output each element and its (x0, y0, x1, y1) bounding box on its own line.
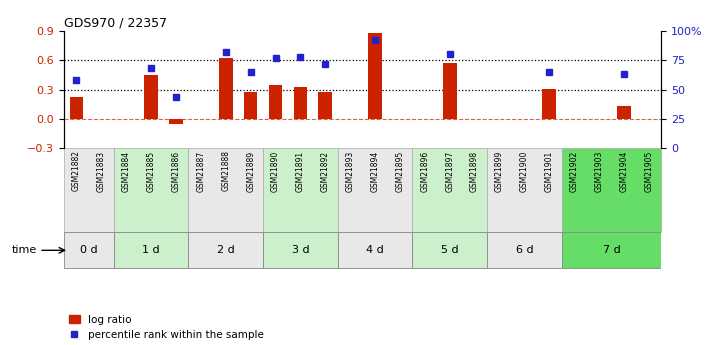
Text: GSM21904: GSM21904 (619, 150, 629, 192)
Bar (294, 87, 307, 119)
Bar (263, 148, 338, 231)
Text: GSM21901: GSM21901 (545, 150, 554, 192)
Bar (144, 75, 158, 119)
Text: GSM21897: GSM21897 (445, 150, 454, 192)
Text: GSM21898: GSM21898 (470, 150, 479, 191)
Text: GSM21899: GSM21899 (495, 150, 504, 192)
Bar (263, 232, 338, 268)
Text: GSM21900: GSM21900 (520, 150, 529, 192)
Text: 0 d: 0 d (80, 245, 97, 255)
Bar (542, 89, 556, 119)
Bar (412, 148, 487, 231)
Text: GSM21902: GSM21902 (570, 150, 579, 192)
Bar (338, 232, 412, 268)
Bar (219, 58, 232, 119)
Text: 5 d: 5 d (441, 245, 459, 255)
Text: 7 d: 7 d (603, 245, 620, 255)
Bar (319, 92, 332, 119)
Text: GSM21886: GSM21886 (171, 150, 181, 191)
Bar (70, 97, 83, 119)
Text: GSM21895: GSM21895 (395, 150, 405, 192)
Bar (338, 148, 412, 231)
Text: GSM21891: GSM21891 (296, 150, 305, 191)
Text: GSM21892: GSM21892 (321, 150, 330, 191)
Text: 1 d: 1 d (142, 245, 160, 255)
Text: GSM21903: GSM21903 (594, 150, 604, 192)
Bar (114, 148, 188, 231)
Bar (487, 232, 562, 268)
Text: GSM21894: GSM21894 (370, 150, 380, 192)
Bar (188, 232, 263, 268)
Bar (562, 148, 661, 231)
Bar (562, 232, 661, 268)
Bar (188, 148, 263, 231)
Text: GSM21887: GSM21887 (196, 150, 205, 191)
Text: GDS970 / 22357: GDS970 / 22357 (64, 17, 167, 30)
Bar (64, 232, 114, 268)
Text: 2 d: 2 d (217, 245, 235, 255)
Bar (443, 63, 456, 119)
Text: GSM21884: GSM21884 (122, 150, 131, 191)
Text: GSM21888: GSM21888 (221, 150, 230, 191)
Text: 4 d: 4 d (366, 245, 384, 255)
Text: GSM21890: GSM21890 (271, 150, 280, 192)
Bar (114, 232, 188, 268)
Text: GSM21905: GSM21905 (644, 150, 653, 192)
Text: time: time (11, 245, 36, 255)
Bar (169, 119, 183, 124)
Text: GSM21882: GSM21882 (72, 150, 81, 191)
Text: GSM21883: GSM21883 (97, 150, 106, 191)
Text: 3 d: 3 d (292, 245, 309, 255)
Legend: log ratio, percentile rank within the sample: log ratio, percentile rank within the sa… (69, 315, 264, 340)
Bar (64, 148, 114, 231)
Bar (244, 92, 257, 119)
Text: GSM21893: GSM21893 (346, 150, 355, 192)
Text: GSM21885: GSM21885 (146, 150, 156, 191)
Text: GSM21889: GSM21889 (246, 150, 255, 191)
Text: 6 d: 6 d (515, 245, 533, 255)
Text: GSM21896: GSM21896 (420, 150, 429, 192)
Bar (368, 33, 382, 119)
Bar (412, 232, 487, 268)
Bar (269, 85, 282, 119)
Bar (617, 106, 631, 119)
Bar (487, 148, 562, 231)
